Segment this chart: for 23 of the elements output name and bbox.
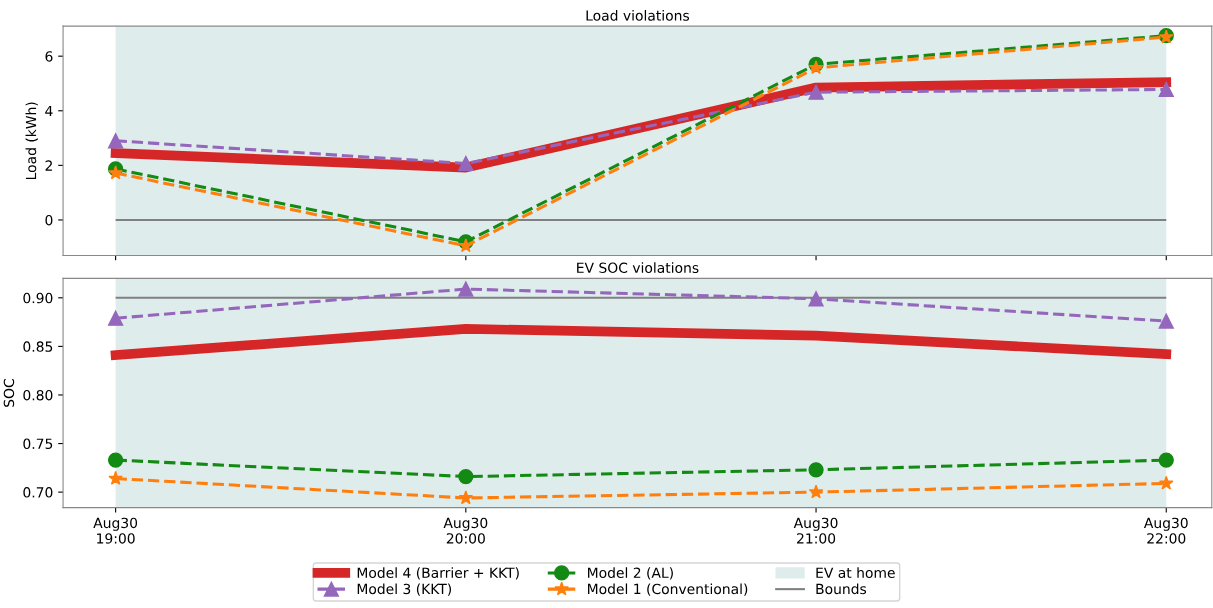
- y-tick-label: 0.80: [23, 389, 53, 401]
- y-tick-label: 0.90: [23, 292, 53, 304]
- x-tick-label: Aug30 20:00: [443, 517, 488, 544]
- y-tick-label: 6: [45, 51, 53, 62]
- legend-label: Bounds: [816, 583, 867, 595]
- y-tick-label: 0: [45, 214, 53, 226]
- y-tick-label: 0.70: [23, 487, 53, 498]
- x-tick-label: Aug30 19:00: [93, 517, 138, 544]
- x-tick-label: Aug30 21:00: [793, 517, 838, 544]
- y-tick-label: 2: [45, 160, 52, 171]
- chart-title: Load violations: [586, 10, 690, 21]
- legend-label: Model 4 (Barrier + KKT): [357, 567, 519, 580]
- y-axis-title: SOC: [3, 379, 15, 407]
- y-axis-title: Load (kWh): [25, 102, 38, 180]
- y-tick-label: 4: [45, 105, 53, 117]
- legend-label: Model 3 (KKT): [357, 583, 452, 596]
- x-tick-label: Aug30 22:00: [1143, 517, 1188, 544]
- legend-label: Model 2 (AL): [588, 567, 673, 580]
- chart-title: EV SOC violations: [577, 262, 699, 274]
- legend-label: Model 1 (Conventional): [588, 583, 748, 596]
- y-tick-label: 0.75: [23, 438, 53, 450]
- y-tick-label: 0.85: [23, 341, 53, 352]
- legend-label: EV at home: [816, 567, 895, 578]
